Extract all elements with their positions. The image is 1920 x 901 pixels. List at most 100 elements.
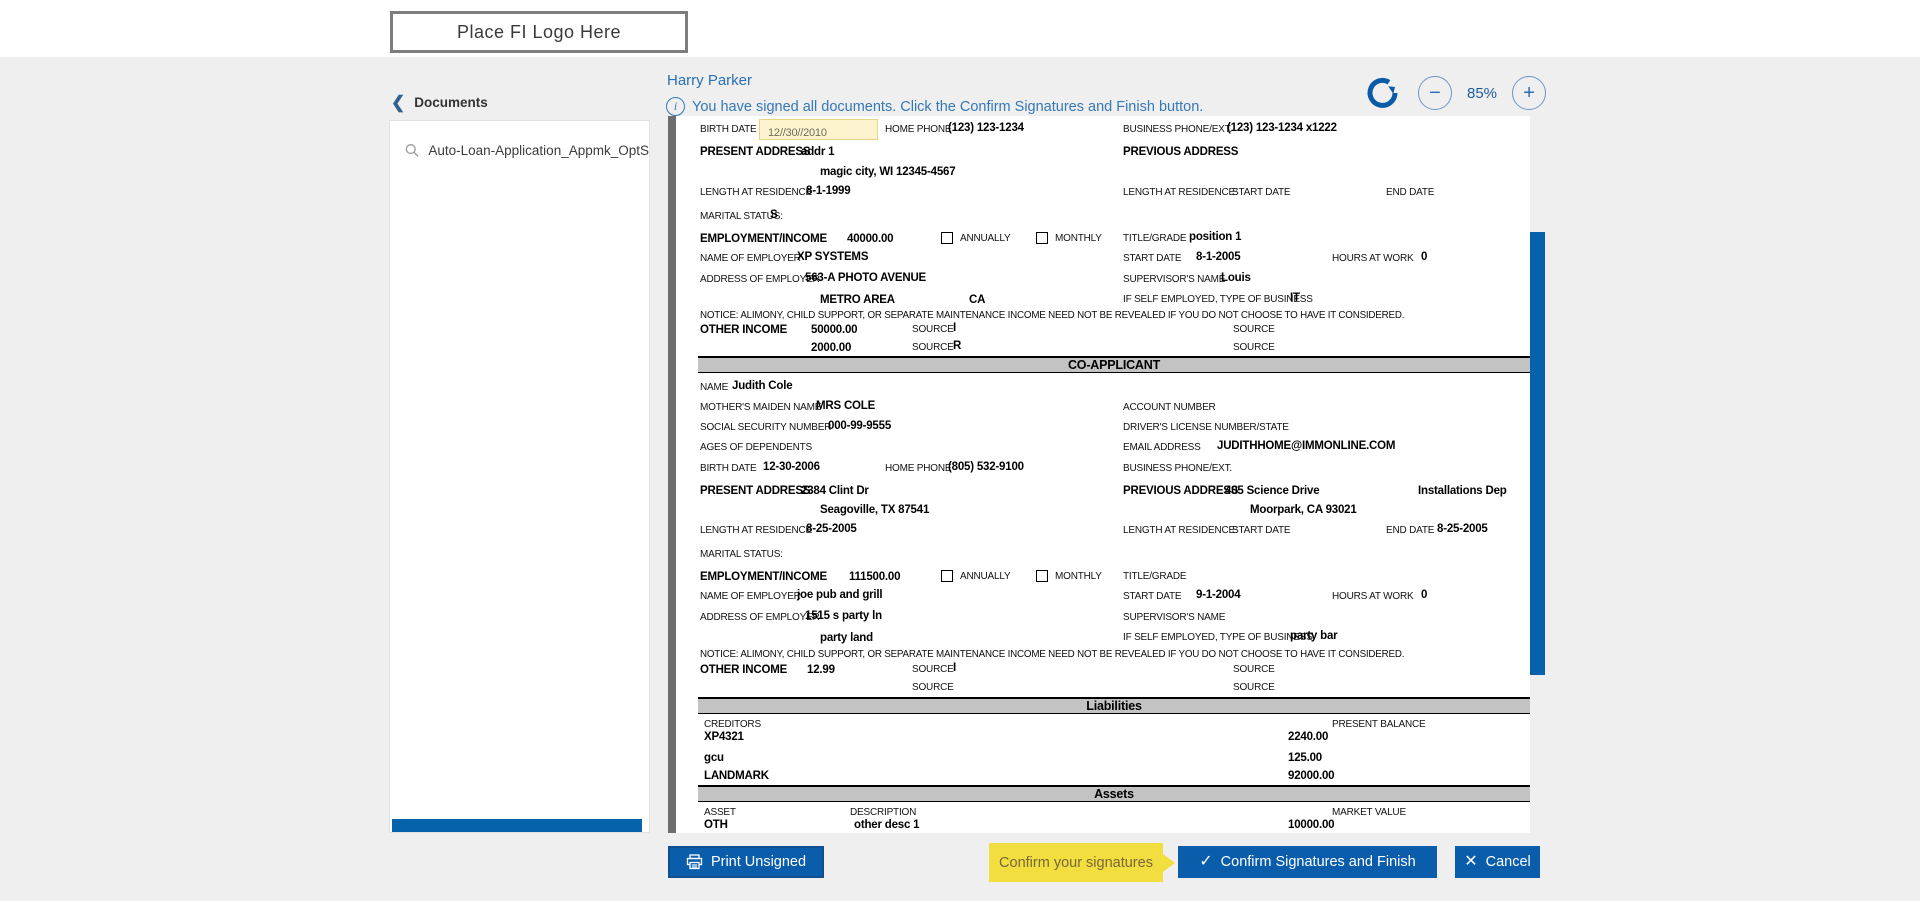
info-message: You have signed all documents. Click the… <box>692 98 1204 115</box>
asset-description: other desc 1 <box>854 819 920 831</box>
zoom-level: 85% <box>1467 84 1498 102</box>
self-employed-label: IF SELF EMPLOYED, TYPE OF BUSINESS <box>1123 294 1313 305</box>
co-end-date-value: 8-25-2005 <box>1437 523 1488 535</box>
top-bar: Place FI Logo Here <box>0 0 1920 57</box>
source-label-2r: SOURCE <box>1233 342 1275 353</box>
account-number-label: ACCOUNT NUMBER <box>1123 402 1216 413</box>
present-address-city-row: magic city, WI 12345-4567 <box>676 166 1530 181</box>
back-label: Documents <box>414 95 488 110</box>
chevron-left-icon: ❮ <box>391 93 406 112</box>
info-banner: i You have signed all documents. Click t… <box>666 97 1203 116</box>
business-type-value: IT <box>1290 292 1300 304</box>
email-address-label: EMAIL ADDRESS <box>1123 442 1201 453</box>
liabilities-section-bar: Liabilities <box>698 697 1530 714</box>
checkmark-icon: ✓ <box>1199 853 1213 870</box>
co-monthly-checkbox <box>1036 570 1048 582</box>
document-name: Auto-Loan-Application_Appmk_OptS <box>428 142 649 158</box>
co-employment-income-row: EMPLOYMENT/INCOME 111500.00 ANNUALLY MON… <box>676 570 1530 586</box>
co-employer-address2-value: party land <box>820 632 873 644</box>
co-present-address-city: Seagoville, TX 87541 <box>820 504 930 516</box>
employer-city-value: METRO AREA <box>820 294 895 306</box>
marital-status-value: S <box>770 209 778 221</box>
assets-header-row: ASSET DESCRIPTION MARKET VALUE <box>676 807 1530 822</box>
notice-text: NOTICE: ALIMONY, CHILD SUPPORT, OR SEPAR… <box>700 310 1405 321</box>
hours-at-work-label: HOURS AT WORK <box>1332 253 1414 264</box>
maiden-name-label: MOTHER'S MAIDEN NAME <box>700 402 822 413</box>
co-source-label-1: SOURCE <box>912 664 954 675</box>
assets-section-bar: Assets <box>698 785 1530 802</box>
fi-logo-text: Place FI Logo Here <box>456 21 622 42</box>
co-length-residence-row: LENGTH AT RESIDENCE 8-25-2005 LENGTH AT … <box>676 523 1530 540</box>
tooltip-text: Confirm your signatures <box>999 854 1153 871</box>
employer-row: NAME OF EMPLOYER XP SYSTEMS START DATE 8… <box>676 251 1530 268</box>
co-previous-address-label: PREVIOUS ADDRESS <box>1123 485 1239 497</box>
birth-date-field[interactable]: 12//30//2010 <box>759 119 878 140</box>
birth-date-value: 12//30//2010 <box>768 127 827 139</box>
co-source-label-2: SOURCE <box>912 682 954 693</box>
creditor-value: XP4321 <box>704 731 744 743</box>
employer-city-row: METRO AREA CA IF SELF EMPLOYED, TYPE OF … <box>676 292 1530 309</box>
co-title-grade-label: TITLE/GRADE <box>1123 571 1187 582</box>
end-date-label: END DATE <box>1386 187 1435 198</box>
confirm-signatures-finish-button[interactable]: ✓ Confirm Signatures and Finish <box>1178 846 1437 878</box>
liability-row: LANDMARK 92000.00 <box>676 770 1530 785</box>
co-birth-date-label: BIRTH DATE <box>700 463 757 474</box>
co-employment-income-value: 111500.00 <box>849 571 901 583</box>
address-of-employer-label: ADDRESS OF EMPLOYER <box>700 274 820 285</box>
cancel-button[interactable]: ✕ Cancel <box>1455 846 1540 878</box>
asset-label: ASSET <box>704 807 736 818</box>
co-end-date-label: END DATE <box>1386 525 1435 536</box>
co-other-income-row-1: OTHER INCOME 12.99 SOURCE I SOURCE <box>676 662 1530 679</box>
other-income-2-value: 2000.00 <box>811 342 852 354</box>
viewer-left-scrollbar[interactable] <box>668 116 676 833</box>
co-business-type-value: party bar <box>1290 630 1338 642</box>
viewer-vertical-scrollbar-thumb[interactable] <box>1530 232 1545 675</box>
zoom-out-button[interactable]: − <box>1418 76 1452 110</box>
co-birth-date-value: 12-30-2006 <box>763 461 820 473</box>
co-ssn-row: SOCIAL SECURITY NUMBER 000-99-9555 DRIVE… <box>676 420 1530 437</box>
length-residence2-label: LENGTH AT RESIDENCE: <box>1123 187 1238 198</box>
co-previous-address-value: 405 Science Drive <box>1225 485 1320 497</box>
document-list-item[interactable]: Auto-Loan-Application_Appmk_OptS <box>390 135 649 165</box>
viewer-controls: − 85% + <box>1364 74 1547 112</box>
co-business-phone-label: BUSINESS PHONE/EXT. <box>1123 463 1233 474</box>
other-income-row-1: OTHER INCOME 50000.00 SOURCE I SOURCE <box>676 322 1530 339</box>
co-source-label-2r: SOURCE <box>1233 682 1275 693</box>
back-to-documents[interactable]: ❮ Documents <box>391 94 488 111</box>
co-employer-address-row: ADDRESS OF EMPLOYER 1515 s party ln SUPE… <box>676 610 1530 627</box>
asset-row: OTH other desc 1 10000.00 <box>676 819 1530 833</box>
balance-value: 2240.00 <box>1288 731 1329 743</box>
co-other-income-label: OTHER INCOME <box>700 664 788 676</box>
co-name-row: NAME Judith Cole <box>676 380 1530 397</box>
length-residence-label: LENGTH AT RESIDENCE <box>700 187 812 198</box>
co-hours-at-work-label: HOURS AT WORK <box>1332 591 1414 602</box>
document-page: BIRTH DATE 12//30//2010 HOME PHONE (123)… <box>676 116 1530 833</box>
notice-row: NOTICE: ALIMONY, CHILD SUPPORT, OR SEPAR… <box>676 310 1530 325</box>
source-1-value: I <box>953 322 956 334</box>
co-birth-date-row: BIRTH DATE 12-30-2006 HOME PHONE (805) 5… <box>676 461 1530 478</box>
co-hours-at-work-value: 0 <box>1421 589 1428 601</box>
name-of-employer-label: NAME OF EMPLOYER <box>700 253 801 264</box>
co-employer-address-value: 1515 s party ln <box>805 610 882 622</box>
co-notice-text: NOTICE: ALIMONY, CHILD SUPPORT, OR SEPAR… <box>700 649 1405 660</box>
co-source-1-value: I <box>953 662 956 674</box>
ssn-label: SOCIAL SECURITY NUMBER <box>700 422 832 433</box>
co-name-value: Judith Cole <box>732 380 793 392</box>
liabilities-title: Liabilities <box>1086 699 1142 713</box>
zoom-in-button[interactable]: + <box>1512 76 1547 110</box>
employer-address-row: ADDRESS OF EMPLOYER 563-A PHOTO AVENUE S… <box>676 272 1530 289</box>
co-other-income-row-2: SOURCE SOURCE <box>676 682 1530 697</box>
home-phone-value: (123) 123-1234 <box>948 122 1024 134</box>
co-length-residence-label: LENGTH AT RESIDENCE <box>700 525 812 536</box>
birth-date-row: BIRTH DATE 12//30//2010 HOME PHONE (123)… <box>676 119 1530 140</box>
sidebar-horizontal-scrollbar[interactable] <box>392 819 642 832</box>
emp-start-date-value: 8-1-2005 <box>1196 251 1241 263</box>
supervisors-name-label: SUPERVISOR'S NAME <box>1123 274 1226 285</box>
other-income-row-2: 2000.00 SOURCE R SOURCE <box>676 340 1530 357</box>
ssn-value: 000-99-9555 <box>828 420 892 432</box>
co-marital-status-row: MARITAL STATUS: <box>676 549 1530 564</box>
business-phone-value: (123) 123-1234 x1222 <box>1227 122 1337 134</box>
rotate-refresh-icon[interactable] <box>1364 74 1402 112</box>
print-unsigned-button[interactable]: Print Unsigned <box>668 846 824 878</box>
